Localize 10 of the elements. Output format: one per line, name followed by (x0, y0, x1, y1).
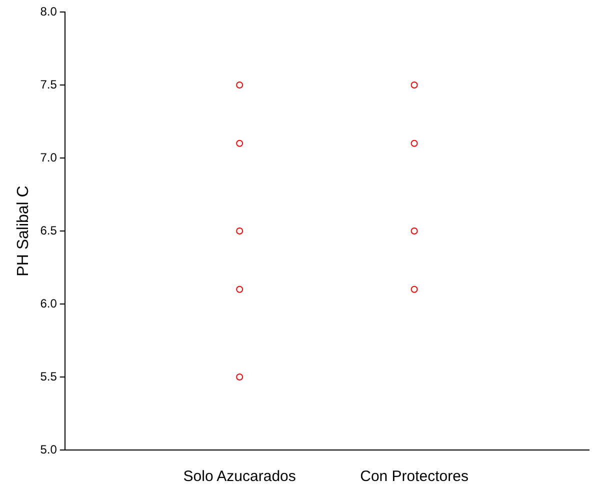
y-tick-label: 6.0 (40, 296, 58, 310)
y-tick-label: 6.5 (40, 223, 58, 238)
y-tick-label: 7.5 (40, 77, 58, 92)
x-tick-label: Solo Azucarados (183, 468, 296, 486)
y-axis-title: PH Salibal C (15, 186, 32, 276)
x-tick-label: Con Protectores (360, 468, 468, 486)
y-tick-label: 5.0 (40, 442, 58, 456)
y-tick-label: 7.0 (40, 150, 58, 164)
y-tick-label: 8.0 (40, 4, 58, 18)
y-tick-label: 5.5 (40, 369, 58, 384)
